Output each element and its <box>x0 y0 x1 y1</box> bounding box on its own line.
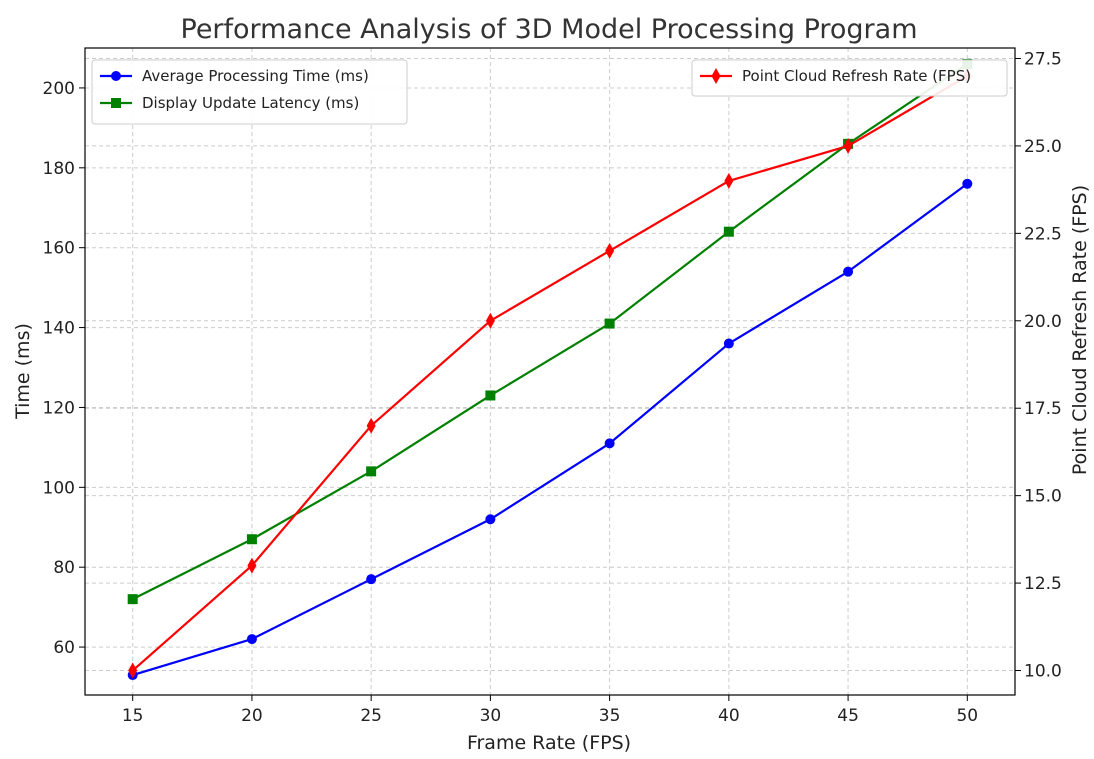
y-tick-label: 120 <box>43 398 75 418</box>
y2-tick-label: 10.0 <box>1024 662 1062 682</box>
y2-tick-label: 20.0 <box>1024 312 1062 332</box>
legend-entry-label: Display Update Latency (ms) <box>142 94 359 112</box>
y-tick-label: 80 <box>53 558 75 578</box>
y2-axis-title: Point Cloud Refresh Rate (FPS) <box>1069 185 1091 475</box>
y2-tick-label: 15.0 <box>1024 487 1062 507</box>
y-tick-label: 200 <box>43 79 75 99</box>
x-tick-label: 45 <box>837 706 859 726</box>
legend-box <box>91 59 408 125</box>
data-point <box>604 318 615 329</box>
legend-left: Average Processing Time (ms) Display Upda… <box>91 59 408 125</box>
x-tick-label: 20 <box>241 706 263 726</box>
plot-frame <box>84 47 1016 696</box>
series-line <box>132 63 968 601</box>
y-axis-title: Time (ms) <box>12 323 34 420</box>
x-tick-label: 40 <box>718 706 740 726</box>
legend-entry-label: Point Cloud Refresh Rate (FPS) <box>742 67 971 85</box>
data-point <box>485 514 496 525</box>
legend-box <box>691 59 1008 97</box>
data-point <box>366 466 377 477</box>
y-tick-label: 60 <box>53 638 75 658</box>
data-point <box>485 312 495 329</box>
y2-tick-label: 27.5 <box>1024 49 1062 69</box>
series-line <box>132 182 968 677</box>
data-point <box>366 417 376 434</box>
y2-tick-label: 12.5 <box>1024 574 1062 594</box>
x-tick-label: 50 <box>956 706 978 726</box>
data-point <box>843 266 854 277</box>
series-3 <box>128 67 972 679</box>
data-point <box>366 574 377 585</box>
legend-entry-label: Average Processing Time (ms) <box>142 67 369 85</box>
y2-tick-label: 22.5 <box>1024 224 1062 244</box>
data-point <box>723 226 734 237</box>
y-tick-label: 180 <box>43 159 75 179</box>
legend-swatch-marker <box>111 71 121 81</box>
x-tick-label: 15 <box>122 706 144 726</box>
chart-title: Performance Analysis of 3D Model Process… <box>181 14 918 45</box>
x-tick-label: 35 <box>599 706 621 726</box>
data-point <box>128 662 138 679</box>
series-line <box>131 75 968 672</box>
data-point <box>723 338 734 349</box>
data-point <box>605 242 615 259</box>
data-point <box>246 534 257 545</box>
x-axis-title: Frame Rate (FPS) <box>467 732 631 754</box>
grid <box>85 48 1015 695</box>
series-1 <box>127 178 973 681</box>
data-point <box>127 594 138 605</box>
axes: 15 20 25 30 35 40 45 50 60 80 100 120 140 160 180 200 10… <box>43 49 1062 726</box>
data-point <box>247 557 257 574</box>
data-point <box>843 137 853 154</box>
y2-tick-label: 25.0 <box>1024 137 1062 157</box>
data-point <box>485 390 496 401</box>
series-2 <box>127 58 973 605</box>
legend-right: Point Cloud Refresh Rate (FPS) <box>691 59 1008 97</box>
data-point <box>962 178 973 189</box>
legend-swatch-marker <box>711 68 721 84</box>
legend-swatch-marker <box>111 98 121 108</box>
data-point <box>604 438 615 449</box>
y-tick-label: 160 <box>43 239 75 259</box>
y2-tick-label: 17.5 <box>1024 399 1062 419</box>
series-layer <box>127 58 973 681</box>
x-tick-label: 30 <box>480 706 502 726</box>
y-tick-label: 140 <box>43 319 75 339</box>
y-tick-label: 100 <box>43 478 75 498</box>
data-point <box>724 172 734 189</box>
x-tick-label: 25 <box>360 706 382 726</box>
data-point <box>246 634 257 645</box>
